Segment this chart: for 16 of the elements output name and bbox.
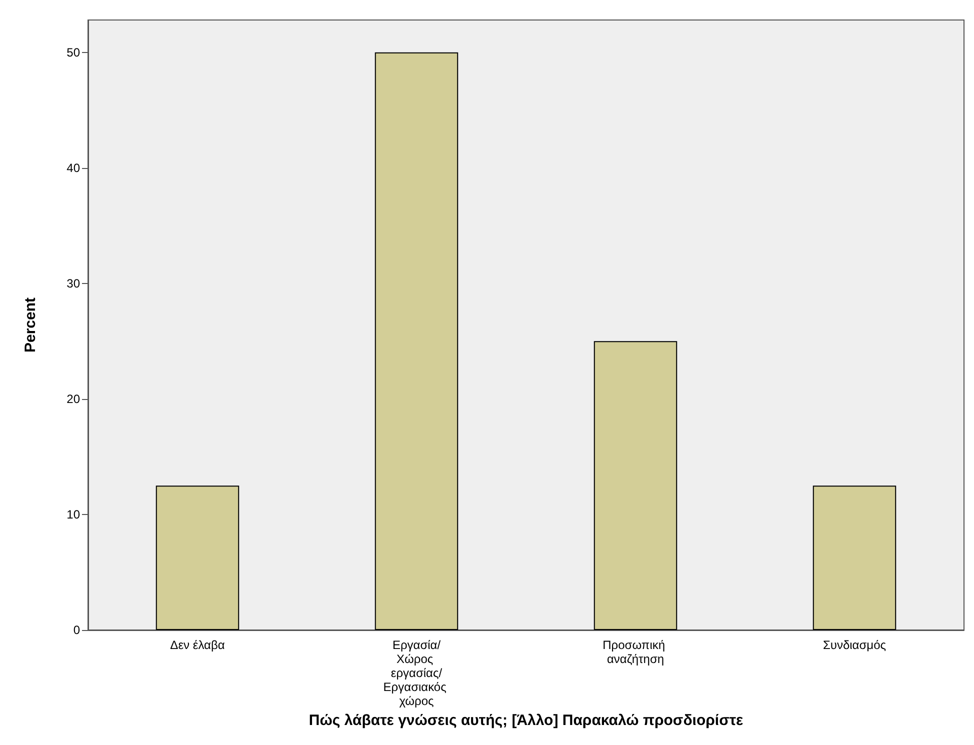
y-tick-label: 40 (66, 160, 80, 175)
x-tick-label: Συνδιασμός (822, 638, 886, 652)
x-tick-label: Δεν έλαβα (170, 638, 225, 652)
y-tick-label: 50 (66, 45, 80, 60)
y-tick-label: 30 (66, 276, 80, 290)
y-tick-label: 20 (66, 392, 80, 406)
x-tick-label: Εργασία/Χώρος εργασίας/Εργασιακός χώρος (383, 638, 450, 708)
x-tick-label: Προσωπική αναζήτηση (602, 638, 668, 666)
bar (594, 341, 678, 630)
bar (156, 486, 240, 630)
x-axis-title: Πώς λάβατε γνώσεις αυτής; [Άλλο] Παρακαλώ προσδιορίστε (308, 712, 744, 729)
bar (812, 486, 896, 630)
y-axis-title: Percent (22, 297, 39, 353)
y-tick-label: 10 (66, 507, 80, 522)
bar (374, 52, 458, 630)
y-tick-label: 0 (73, 623, 80, 637)
